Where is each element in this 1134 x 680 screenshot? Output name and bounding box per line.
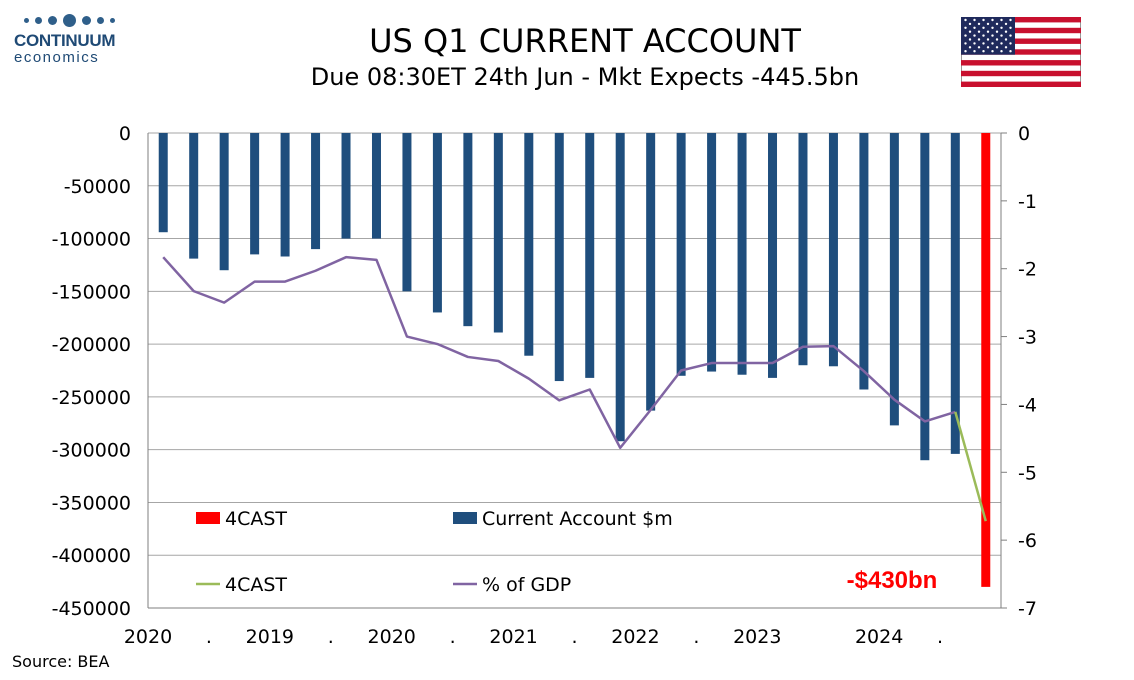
- current-account-bar: [158, 133, 168, 233]
- y-right-tick-label: -3: [1018, 327, 1037, 349]
- x-tick-label: 2024: [855, 626, 903, 648]
- y-right-tick-label: -1: [1018, 191, 1037, 213]
- current-account-bar: [402, 133, 412, 292]
- legend-current-account-label: Current Account $m: [482, 508, 673, 530]
- x-tick-label: .: [450, 626, 456, 648]
- chart-title: US Q1 CURRENT ACCOUNT: [369, 22, 801, 60]
- legend-forecast-line-label: 4CAST: [225, 574, 287, 596]
- legend-current-account-swatch: [453, 512, 477, 524]
- current-account-bar: [341, 133, 351, 239]
- y-left-tick-label: -450000: [52, 598, 131, 620]
- forecast-bar: [981, 133, 991, 587]
- y-right-tick-label: -6: [1018, 530, 1037, 552]
- y-left-tick-label: -150000: [52, 281, 131, 303]
- current-account-bar: [280, 133, 290, 257]
- y-left-tick-label: -100000: [52, 229, 131, 251]
- forecast-annotation: -$430bn: [847, 567, 938, 594]
- current-account-bar: [585, 133, 595, 378]
- logo-dots: [24, 14, 134, 27]
- continuum-logo: CONTINUUM economics: [14, 14, 134, 74]
- current-account-bar: [737, 133, 747, 375]
- x-tick-label: .: [206, 626, 212, 648]
- y-left-tick-label: -50000: [64, 176, 131, 198]
- y-left-tick-label: -250000: [52, 387, 131, 409]
- current-account-bar: [920, 133, 930, 461]
- current-account-bar: [463, 133, 473, 327]
- axes: [147, 132, 1007, 609]
- y-left-tick-label: -300000: [52, 440, 131, 462]
- x-tick-label: .: [571, 626, 577, 648]
- current-account-bar: [707, 133, 717, 372]
- grid-lines: [148, 132, 1001, 609]
- x-tick-label: 2023: [733, 626, 781, 648]
- y-right-tick-label: 0: [1018, 123, 1030, 145]
- current-account-bar: [859, 133, 869, 390]
- current-account-bar: [676, 133, 686, 376]
- current-account-bar: [432, 133, 442, 313]
- y-left-tick-label: -200000: [52, 334, 131, 356]
- y-left-tick-label: -400000: [52, 545, 131, 567]
- current-account-bar: [768, 133, 778, 378]
- current-account-bar: [828, 133, 838, 367]
- legend-forecast-bar-label: 4CAST: [225, 508, 287, 530]
- y-right-tick-label: -2: [1018, 259, 1037, 281]
- logo-subtitle: economics: [14, 49, 100, 66]
- x-tick-label: 2020: [124, 626, 172, 648]
- current-account-bar: [311, 133, 321, 250]
- source-note: Source: BEA: [12, 652, 110, 671]
- forecast-line: [954, 411, 987, 522]
- x-tick-label: 2020: [368, 626, 416, 648]
- lines: [162, 255, 987, 522]
- legend: 4CAST Current Account $m 4CAST % of GDP: [196, 508, 673, 596]
- current-account-bar: [493, 133, 503, 333]
- chart-subtitle: Due 08:30ET 24th Jun - Mkt Expects -445.…: [310, 63, 860, 91]
- tick-labels: 0 -50000 -100000 -150000 -200000 -250000 -3000…: [52, 123, 1037, 648]
- current-account-bar: [189, 133, 199, 259]
- x-tick-label: .: [937, 626, 943, 648]
- y-left-tick-label: -350000: [52, 492, 131, 514]
- logo-name: CONTINUUM: [14, 31, 116, 50]
- gdp-share-line: [162, 255, 956, 450]
- current-account-bar: [219, 133, 229, 271]
- current-account-bar: [646, 133, 656, 411]
- current-account-bar: [950, 133, 960, 454]
- y-left-tick-label: 0: [119, 123, 131, 145]
- current-account-bar: [798, 133, 808, 366]
- x-tick-label: 2021: [489, 626, 537, 648]
- us-flag-icon: [961, 17, 1081, 87]
- x-tick-label: .: [328, 626, 334, 648]
- current-account-bar: [371, 133, 381, 239]
- y-right-tick-label: -5: [1018, 462, 1037, 484]
- legend-forecast-bar-swatch: [196, 512, 220, 524]
- current-account-bar: [889, 133, 899, 426]
- x-tick-label: 2019: [246, 626, 294, 648]
- x-tick-label: 2022: [611, 626, 659, 648]
- bars: [158, 133, 991, 587]
- x-tick-label: .: [693, 626, 699, 648]
- y-right-tick-label: -4: [1018, 394, 1037, 416]
- legend-gdp-share-label: % of GDP: [482, 574, 571, 596]
- current-account-bar: [615, 133, 625, 442]
- current-account-bar: [524, 133, 534, 356]
- current-account-bar: [250, 133, 260, 255]
- y-right-tick-label: -7: [1018, 598, 1037, 620]
- current-account-bar: [554, 133, 564, 382]
